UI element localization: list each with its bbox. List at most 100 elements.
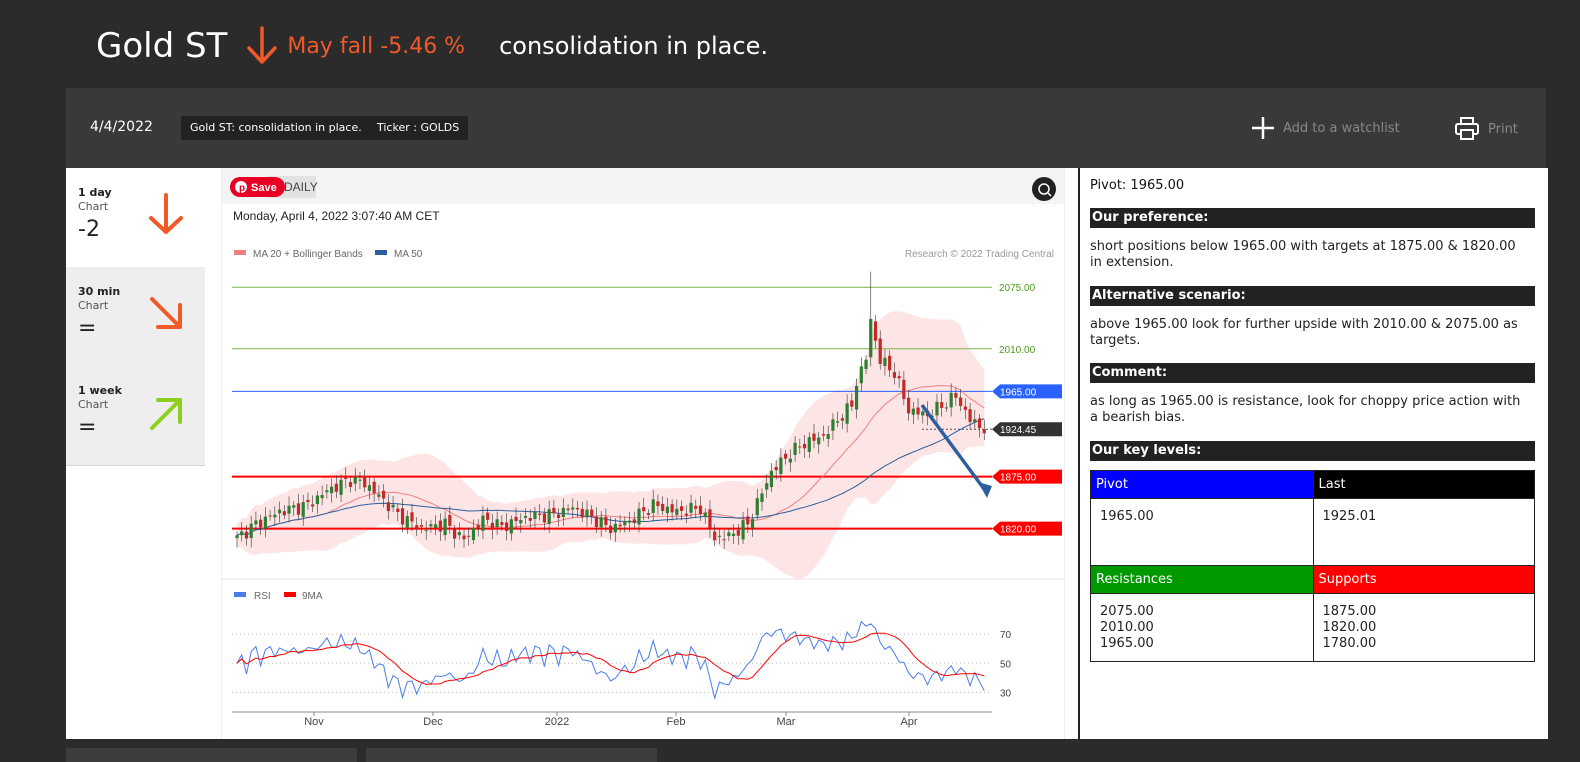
print-button[interactable]: Print (1454, 116, 1518, 142)
timeframe-1week[interactable]: 1 week Chart = (66, 366, 205, 466)
preference-heading: Our preference: (1090, 208, 1535, 228)
candle (954, 392, 958, 398)
candle (415, 525, 419, 529)
time-tick-label: 2022 (545, 716, 569, 728)
candle (684, 513, 688, 516)
candle (968, 409, 972, 422)
candle (372, 481, 376, 494)
candle (580, 508, 584, 518)
candle (765, 483, 769, 490)
candle (609, 525, 613, 533)
level-label: 2075.00 (999, 283, 1036, 294)
candle (817, 437, 821, 445)
timeframe-sub: Chart (78, 200, 109, 213)
time-tick-label: Nov (304, 716, 324, 728)
candle (727, 532, 731, 536)
ma20-line (236, 384, 985, 536)
timeframe-value: = (78, 415, 97, 440)
resistance-value: 2075.00 (1100, 604, 1154, 619)
page-subtitle: consolidation in place. (499, 32, 768, 60)
candle (325, 490, 329, 493)
candle (604, 516, 608, 526)
toolbar: 4/4/2022 Gold ST: consolidation in place… (66, 88, 1546, 168)
candle (627, 520, 632, 523)
candle (249, 523, 253, 539)
candle (717, 535, 722, 537)
candle (490, 522, 494, 530)
timeframe-sub: Chart (78, 398, 109, 411)
bottom-tab[interactable] (366, 748, 657, 762)
timeframe-list: 1 day Chart -2 30 min Chart = 1 week Cha… (66, 168, 205, 468)
timeframe-30min[interactable]: 30 min Chart = (66, 267, 205, 367)
candle (419, 525, 424, 527)
candle (476, 524, 480, 528)
candle (467, 535, 471, 537)
candle (959, 397, 963, 407)
candle (363, 476, 367, 488)
candle (656, 501, 660, 507)
candle (906, 397, 911, 414)
candle (557, 514, 561, 519)
resistances-header: Resistances (1091, 566, 1313, 593)
candle (542, 513, 547, 523)
candle (528, 517, 532, 521)
analysis-content: 1 day Chart -2 30 min Chart = 1 week Cha… (66, 168, 1548, 739)
candle (273, 514, 277, 518)
candle (807, 437, 811, 452)
add-watchlist-label: Add to a watchlist (1283, 120, 1400, 136)
candle (358, 479, 362, 481)
level-tag (992, 469, 1062, 484)
legend-swatch-ma20 (234, 250, 246, 255)
zoom-icon[interactable] (1032, 177, 1056, 201)
comment-heading: Comment: (1090, 363, 1535, 383)
legend-ma20: MA 20 + Bollinger Bands (253, 249, 363, 260)
level-tag (992, 422, 1062, 437)
candle (320, 494, 324, 499)
candle (897, 376, 901, 379)
candle (277, 509, 282, 514)
candle (821, 434, 826, 436)
add-watchlist-button[interactable]: Add to a watchlist (1251, 116, 1400, 140)
arrow-down-right-icon (150, 297, 182, 329)
candle (869, 318, 873, 358)
candle (878, 338, 882, 364)
candle (741, 520, 745, 540)
chart-timestamp: Monday, April 4, 2022 3:07:40 AM CET (233, 209, 440, 223)
candle (613, 523, 617, 533)
save-button[interactable]: p Save (230, 177, 285, 197)
candle (344, 476, 348, 479)
title-tag: Gold ST: consolidation in place. (181, 116, 371, 140)
candle (798, 446, 802, 448)
candle (443, 518, 447, 536)
timeframe-1day[interactable]: 1 day Chart -2 (66, 168, 205, 268)
candle (533, 511, 537, 519)
candle (944, 407, 949, 409)
rsi-line (236, 620, 985, 701)
candle (940, 402, 944, 408)
candle (826, 434, 830, 439)
candle (779, 457, 783, 475)
candle (486, 512, 490, 520)
timeframe-sub: Chart (78, 299, 109, 312)
price-chart: DAILY p Save Monday, April 4, 2022 3:07:… (222, 168, 1064, 728)
candle (329, 486, 334, 494)
rsi-level-label: 50 (1000, 659, 1012, 670)
timeframe-value: -2 (78, 217, 100, 242)
preference-text: short positions below 1965.00 with targe… (1090, 239, 1516, 270)
candle (703, 512, 707, 518)
candle (448, 515, 452, 526)
pivot-header: Pivot (1091, 471, 1313, 498)
candle (802, 443, 807, 449)
resistance-value: 1965.00 (1100, 636, 1154, 651)
candle (637, 508, 641, 525)
candle (661, 503, 665, 511)
candle (400, 508, 405, 525)
candle (386, 502, 390, 512)
pivot-text: Pivot: 1965.00 (1090, 178, 1185, 193)
candle (793, 442, 797, 455)
analysis-panel: Pivot: 1965.00 Our preference: short pos… (1078, 168, 1548, 739)
level-label: 2010.00 (999, 345, 1036, 356)
bottom-tab[interactable] (66, 748, 357, 762)
legend-swatch-9ma (284, 592, 296, 597)
candle (282, 511, 286, 516)
